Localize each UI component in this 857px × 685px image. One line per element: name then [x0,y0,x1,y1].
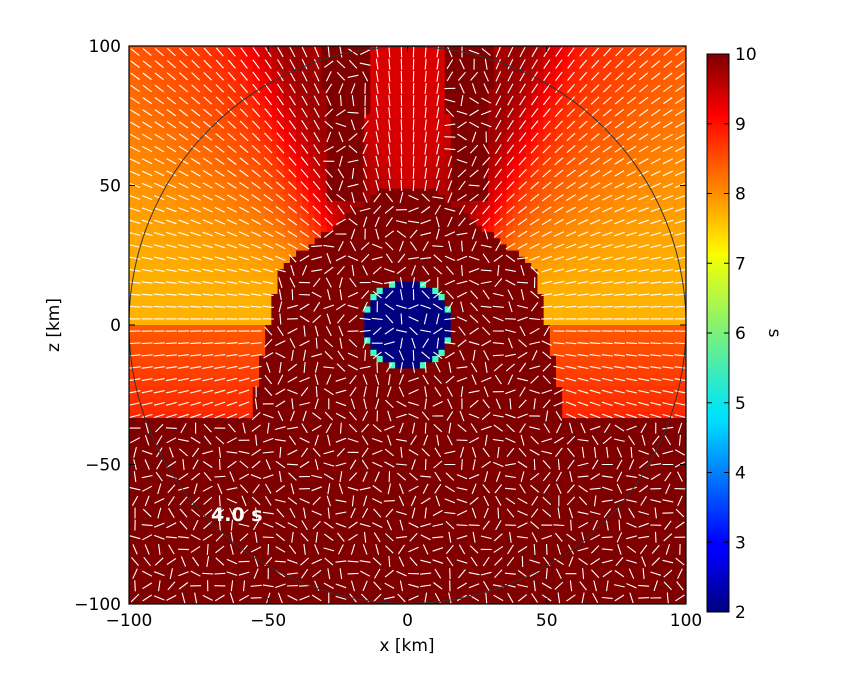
y-tick-label: −100 [74,595,121,615]
y-tick-label: −50 [85,456,121,476]
y-tick-label: 50 [99,177,121,197]
vector-segments [129,46,686,604]
colorbar-tick-label: 9 [735,115,746,135]
colorbar-tick-label: 4 [735,464,746,484]
colorbar-tick-label: 10 [735,45,757,65]
colorbar-label: s [764,329,784,338]
x-tick-label: 0 [402,611,413,631]
x-tick-label: 50 [536,611,558,631]
x-axis-label: x [km] [379,636,434,656]
colorbar-tick-label: 5 [735,394,746,414]
colorbar-tick-label: 6 [735,324,746,344]
plot-area [129,46,686,604]
x-tick-label: −100 [106,611,153,631]
colorbar-tick-label: 3 [735,533,746,553]
colorbar-tick-label: 2 [735,603,746,623]
time-annotation: 4.0 s [211,504,263,526]
colorbar: 2 3 4 5 6 7 8 9 10 s [706,45,784,623]
y-axis-label: z [km] [44,298,64,352]
colorbar-tick-label: 7 [735,254,746,274]
vector-field [129,46,686,604]
y-axis-ticks: −100 −50 0 50 100 [74,37,686,615]
x-tick-label: −50 [250,611,286,631]
x-tick-label: 100 [670,611,702,631]
colorbar-ticks: 2 3 4 5 6 7 8 9 10 [707,45,757,623]
colorbar-tick-label: 8 [735,185,746,205]
y-tick-label: 100 [89,37,121,57]
heatmap-field [129,46,686,604]
x-axis-ticks: −100 −50 0 50 100 [106,46,702,631]
y-tick-label: 0 [110,316,121,336]
